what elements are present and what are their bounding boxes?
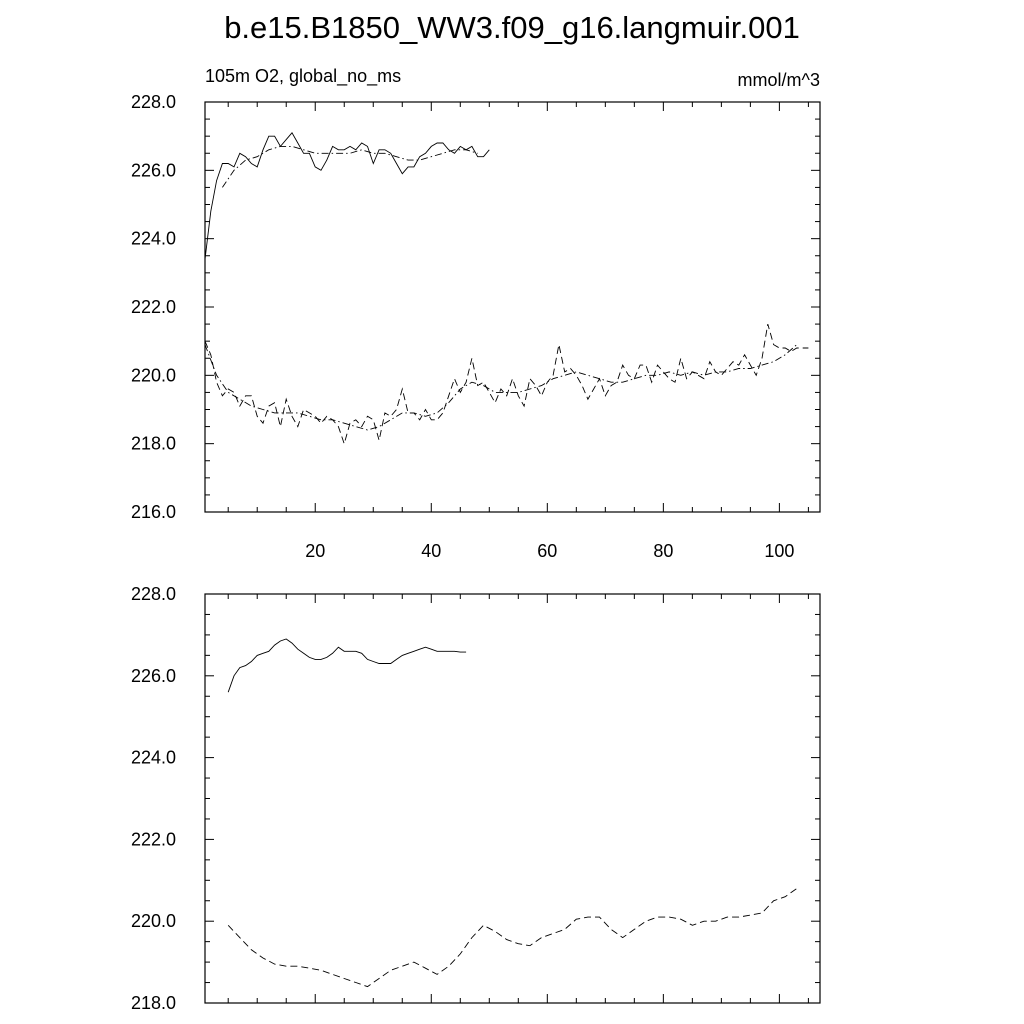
y-tick-label: 228.0	[131, 92, 176, 112]
top-panel: 216.0 218.0 220.0 222.0 224.0 226.0 228.0 20 40 6…	[131, 92, 821, 561]
y-tick-label: 224.0	[131, 748, 176, 768]
x-tick-label: 80	[653, 541, 673, 561]
x-tick-label: 100	[764, 541, 794, 561]
y-tick-label: 222.0	[131, 297, 176, 317]
series-line-2	[222, 145, 478, 188]
y-tick-label: 220.0	[131, 911, 176, 931]
panel-subtitle-left: 105m O2, global_no_ms	[205, 66, 401, 87]
y-tick-label: 220.0	[131, 365, 176, 385]
y-tick-label: 228.0	[131, 584, 176, 604]
y-tick-label: 218.0	[131, 434, 176, 454]
series-line-4	[204, 344, 798, 431]
series-line-3	[204, 323, 809, 446]
y-tick-label: 226.0	[131, 666, 176, 686]
bottom-panel: 218.0 220.0 222.0 224.0 226.0 228.0	[131, 584, 821, 1013]
x-tick-label: 40	[421, 541, 441, 561]
chart-title: b.e15.B1850_WW3.f09_g16.langmuir.001	[224, 10, 800, 45]
x-tick-label: 20	[305, 541, 325, 561]
panel-subtitle-right: mmol/m^3	[738, 70, 820, 90]
series-line-2	[227, 888, 798, 988]
y-tick-label: 218.0	[131, 993, 176, 1013]
series-line-1	[227, 638, 467, 693]
y-tick-label: 216.0	[131, 502, 176, 522]
plot-frame	[204, 101, 821, 513]
y-tick-label: 226.0	[131, 160, 176, 180]
x-tick-label: 60	[537, 541, 557, 561]
series-line-1	[204, 132, 490, 260]
y-tick-label: 224.0	[131, 229, 176, 249]
y-tick-label: 222.0	[131, 829, 176, 849]
plot-frame	[204, 593, 821, 1004]
